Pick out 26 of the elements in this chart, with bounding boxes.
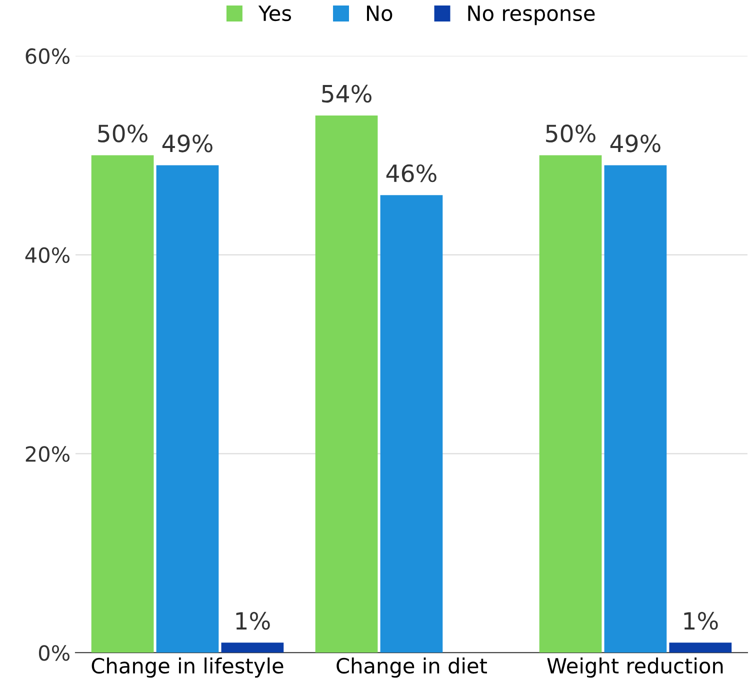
data-label: 1% xyxy=(684,612,718,630)
y-tick-label: 20% xyxy=(26,446,70,462)
data-label: 50% xyxy=(546,124,596,142)
y-tick-label: 40% xyxy=(25,247,70,263)
x-tick-label: Weight reduction xyxy=(547,657,723,678)
x-tick-label: Change in diet xyxy=(336,657,487,678)
data-label: 50% xyxy=(98,124,148,142)
y-tick-label: 0% xyxy=(38,645,70,661)
bar xyxy=(604,165,667,653)
data-label: 49% xyxy=(610,134,660,152)
bar xyxy=(315,116,378,653)
bar xyxy=(380,195,443,653)
data-label: 1% xyxy=(236,612,270,630)
legend-label: Yes xyxy=(258,6,292,22)
bar xyxy=(156,165,219,653)
y-tick-label: 60% xyxy=(26,48,70,64)
x-tick-label: Change in lifestyle xyxy=(92,657,284,678)
bar xyxy=(91,155,154,653)
legend-label: No response xyxy=(468,6,595,26)
legend-label: No xyxy=(367,6,392,22)
bar xyxy=(221,642,284,653)
data-label: 46% xyxy=(386,164,436,182)
bar xyxy=(539,155,602,653)
bar xyxy=(669,642,732,653)
data-label: 54% xyxy=(322,84,372,103)
data-label: 49% xyxy=(162,134,212,152)
